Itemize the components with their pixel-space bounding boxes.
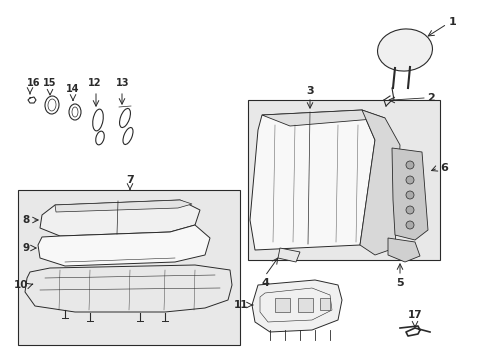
Bar	[18, 190, 240, 345]
Circle shape	[405, 161, 413, 169]
Circle shape	[405, 206, 413, 214]
Polygon shape	[38, 225, 209, 266]
Polygon shape	[359, 110, 399, 255]
Bar	[247, 100, 439, 260]
Text: 12: 12	[88, 78, 102, 88]
Circle shape	[405, 221, 413, 229]
Polygon shape	[25, 265, 231, 312]
Text: 17: 17	[407, 310, 422, 320]
Text: 1: 1	[448, 17, 456, 27]
Text: 9: 9	[23, 243, 30, 253]
Bar	[274, 298, 289, 312]
Text: 7: 7	[126, 175, 134, 185]
Text: 15: 15	[43, 78, 57, 88]
Text: 5: 5	[395, 278, 403, 288]
Polygon shape	[262, 110, 384, 126]
Bar	[319, 298, 329, 310]
Circle shape	[405, 191, 413, 199]
Polygon shape	[40, 200, 200, 236]
Text: 11: 11	[233, 300, 247, 310]
Ellipse shape	[377, 29, 431, 71]
Bar	[297, 298, 312, 312]
Polygon shape	[387, 238, 419, 262]
Text: 16: 16	[27, 78, 41, 88]
Text: 3: 3	[305, 86, 313, 96]
Polygon shape	[391, 148, 427, 240]
Text: 13: 13	[116, 78, 129, 88]
Polygon shape	[278, 248, 299, 262]
Text: 4: 4	[261, 278, 268, 288]
Text: 14: 14	[66, 84, 80, 94]
Text: 8: 8	[23, 215, 30, 225]
Text: 6: 6	[439, 163, 447, 173]
Text: 2: 2	[426, 93, 434, 103]
Polygon shape	[55, 200, 192, 212]
Circle shape	[405, 176, 413, 184]
Text: 10: 10	[14, 280, 28, 290]
Polygon shape	[251, 280, 341, 332]
Polygon shape	[249, 110, 374, 250]
